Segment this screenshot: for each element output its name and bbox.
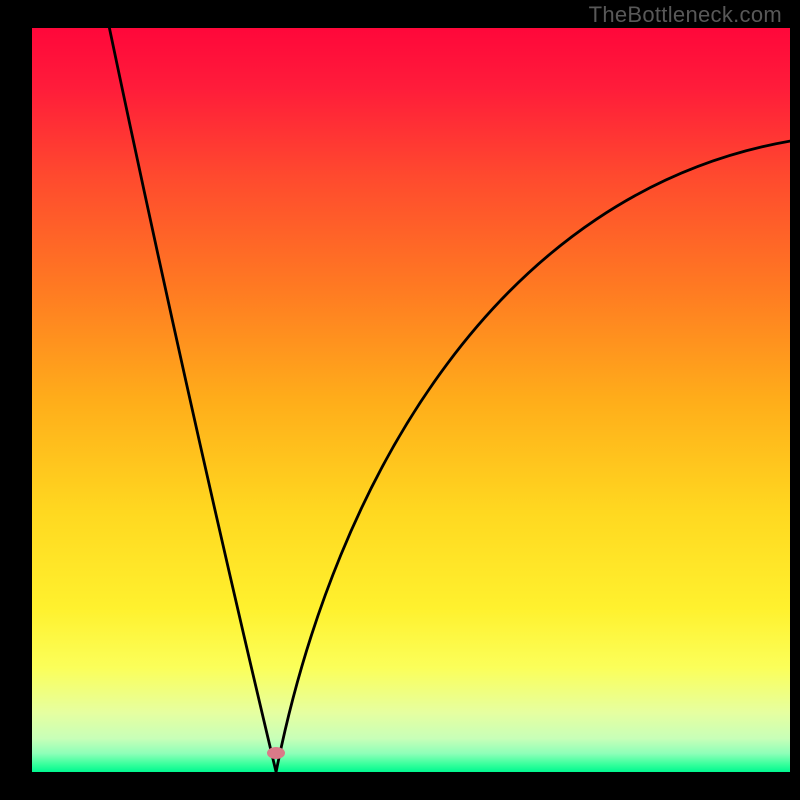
watermark-text: TheBottleneck.com: [589, 2, 782, 28]
plot-area: [32, 28, 790, 772]
minimum-marker: [267, 747, 285, 759]
bottleneck-curve: [32, 28, 790, 772]
